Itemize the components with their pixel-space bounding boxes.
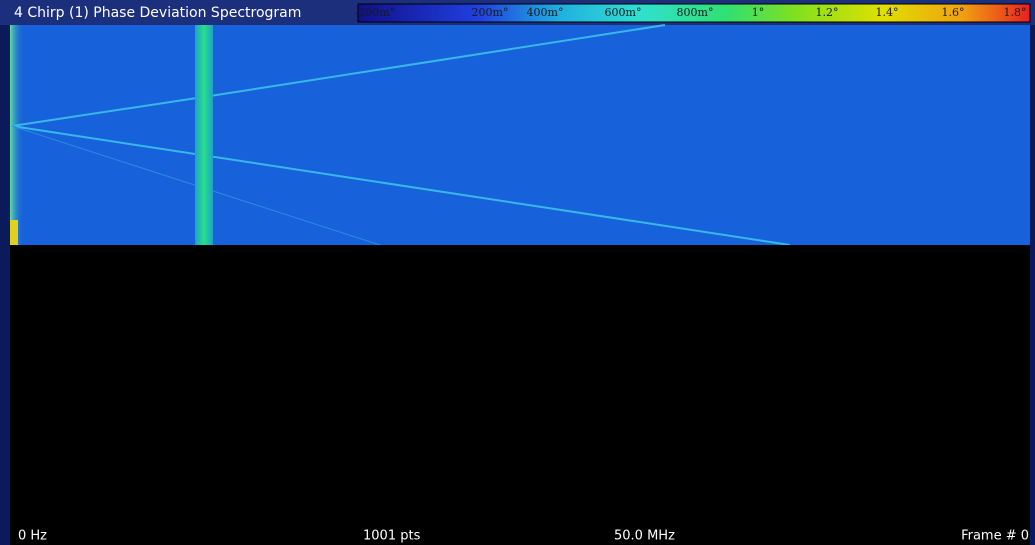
- window-title: 4 Chirp (1) Phase Deviation Spectrogram: [14, 5, 301, 21]
- color-bar-label: 600m°: [605, 6, 642, 19]
- edge-signal: [10, 25, 24, 245]
- color-bar-label: 800m°: [677, 6, 714, 19]
- chirp-down: [11, 125, 791, 246]
- carrier-band: [195, 25, 213, 245]
- color-bar-label: 1.8°: [1004, 6, 1027, 19]
- edge-hot: [10, 220, 18, 245]
- color-bar: [357, 3, 1031, 23]
- color-bar-label: 200m°: [472, 6, 509, 19]
- color-bar-label: 1°: [752, 6, 765, 19]
- points: 1001 pts: [363, 529, 421, 544]
- empty-area: [10, 245, 1030, 525]
- footer: [10, 525, 1030, 545]
- span: 50.0 MHz: [614, 529, 675, 544]
- start-freq: 0 Hz: [18, 529, 47, 544]
- color-bar-label: 1.2°: [816, 6, 839, 19]
- spectrogram: [10, 25, 1030, 245]
- color-bar-label: 400m°: [527, 6, 564, 19]
- frame-number: Frame # 0: [961, 529, 1029, 544]
- color-bar-label: -200m°: [355, 6, 396, 19]
- color-bar-label: 1.6°: [942, 6, 965, 19]
- color-bar-label: 1.4°: [876, 6, 899, 19]
